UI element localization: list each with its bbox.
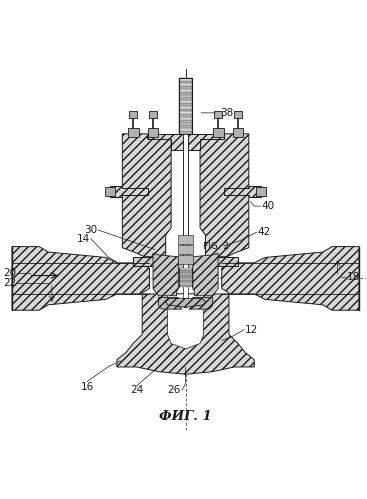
Bar xyxy=(128,128,139,137)
Bar xyxy=(148,128,159,137)
Text: 26: 26 xyxy=(167,385,181,396)
Bar xyxy=(179,285,192,287)
Text: 20: 20 xyxy=(3,268,17,278)
Bar xyxy=(149,111,157,118)
Bar xyxy=(179,81,192,83)
Polygon shape xyxy=(224,186,261,197)
Text: 18: 18 xyxy=(346,271,360,281)
Polygon shape xyxy=(189,297,213,309)
Bar xyxy=(179,78,192,81)
Bar xyxy=(179,282,192,285)
Polygon shape xyxy=(133,256,166,266)
Bar xyxy=(183,253,188,298)
Bar xyxy=(179,83,192,86)
Polygon shape xyxy=(148,134,224,150)
Text: 38: 38 xyxy=(220,108,233,118)
Bar xyxy=(178,235,193,244)
Bar xyxy=(179,131,192,134)
Polygon shape xyxy=(122,134,171,256)
Text: 24: 24 xyxy=(130,385,143,396)
Bar xyxy=(179,277,192,280)
Bar xyxy=(179,125,192,128)
Bar xyxy=(179,103,192,106)
Bar xyxy=(234,111,242,118)
Text: 16: 16 xyxy=(81,382,94,392)
Bar xyxy=(12,263,359,294)
Bar xyxy=(183,134,189,269)
Polygon shape xyxy=(12,247,149,310)
Polygon shape xyxy=(200,134,249,256)
Bar xyxy=(179,275,192,277)
Bar xyxy=(105,187,116,196)
Bar xyxy=(179,95,192,97)
Polygon shape xyxy=(117,294,254,374)
Polygon shape xyxy=(167,294,204,349)
Bar xyxy=(179,106,192,109)
Bar xyxy=(256,187,266,196)
Bar xyxy=(179,89,192,92)
Bar xyxy=(178,245,193,254)
Text: FIG. 2: FIG. 2 xyxy=(203,242,229,251)
Text: 22: 22 xyxy=(3,278,17,288)
Bar xyxy=(179,114,192,117)
Text: 42: 42 xyxy=(258,227,271,237)
Bar xyxy=(179,111,192,114)
Polygon shape xyxy=(222,247,359,310)
Bar xyxy=(179,267,192,270)
Bar xyxy=(213,128,224,137)
Bar xyxy=(176,256,195,269)
Text: 12: 12 xyxy=(245,325,258,335)
Text: ФИГ. 1: ФИГ. 1 xyxy=(159,410,212,423)
Polygon shape xyxy=(110,186,148,197)
Bar xyxy=(179,270,192,272)
Polygon shape xyxy=(193,253,218,296)
Bar xyxy=(214,111,222,118)
Bar xyxy=(179,128,192,131)
Bar xyxy=(233,128,243,137)
Polygon shape xyxy=(166,298,206,308)
Bar xyxy=(129,111,138,118)
Bar xyxy=(179,100,192,103)
Bar xyxy=(179,86,192,89)
Bar xyxy=(179,120,192,123)
Text: 14: 14 xyxy=(77,234,90,244)
Bar xyxy=(179,280,192,282)
Polygon shape xyxy=(159,297,182,309)
Bar xyxy=(179,97,192,100)
Text: 30: 30 xyxy=(84,225,97,235)
Bar xyxy=(178,255,193,264)
Polygon shape xyxy=(206,256,238,266)
Polygon shape xyxy=(153,253,178,296)
Bar xyxy=(179,109,192,111)
Bar xyxy=(179,123,192,125)
Text: 40: 40 xyxy=(261,201,275,211)
Bar xyxy=(179,92,192,95)
Bar xyxy=(179,117,192,120)
Bar xyxy=(179,272,192,275)
